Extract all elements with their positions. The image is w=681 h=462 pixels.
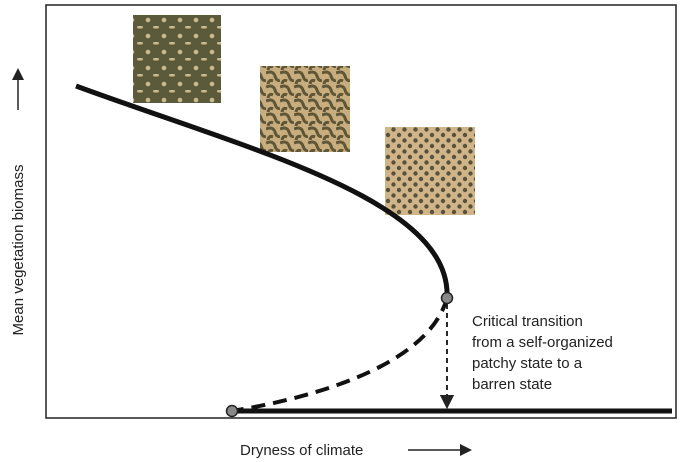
y-axis-label: Mean vegetation biomass	[10, 165, 27, 336]
annotation: patchy state to a	[472, 355, 583, 372]
pattern-gaps	[385, 127, 475, 215]
fold-point	[227, 406, 238, 417]
fold-point	[442, 293, 453, 304]
annotation: barren state	[472, 376, 552, 393]
diagram: Critical transition from a self-organize…	[0, 0, 681, 462]
annotation: Critical transition	[472, 313, 583, 330]
unstable-branch	[232, 298, 447, 411]
x-axis-label: Dryness of climate	[240, 442, 363, 459]
annotation: from a self-organized	[472, 334, 613, 351]
pattern-labyrinth	[260, 66, 350, 152]
pattern-spots	[133, 15, 221, 103]
